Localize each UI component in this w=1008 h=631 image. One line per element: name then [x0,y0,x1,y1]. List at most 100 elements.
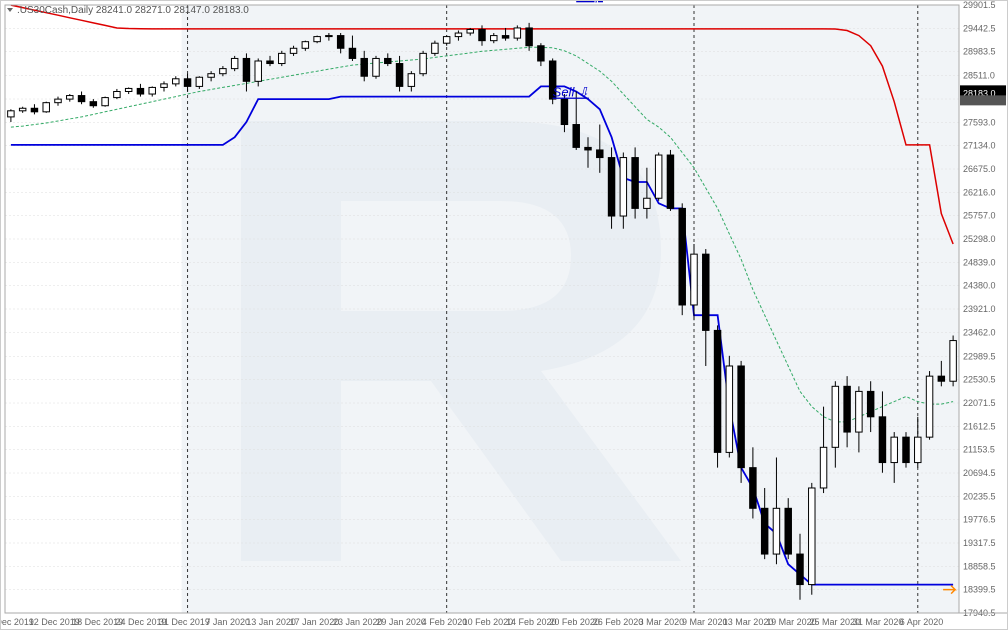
candle-body [726,366,732,452]
candle-body [561,99,567,124]
candle-body [19,108,25,111]
candle-body [102,98,108,106]
candle-body [349,48,355,58]
candle-body [856,391,862,432]
x-axis-label: 9 Mar 2020 [682,617,728,627]
annotation-text: Stop [576,1,603,3]
candle-body [655,155,661,198]
candle-body [125,88,131,91]
y-axis-label: 19776.5 [963,515,996,525]
candle-body [455,33,461,37]
annotation-text: Sell ⇩ [553,85,589,100]
y-axis-label: 28511.0 [963,71,995,81]
x-axis-label: 13 Jan 2020 [246,617,296,627]
candle-body [915,437,921,462]
x-axis-label: 17 Jan 2020 [290,617,340,627]
candle-body [750,468,756,509]
candle-body [408,74,414,87]
candle-body [738,366,744,468]
candle-body [938,376,944,381]
candle-body [361,58,367,76]
y-axis-label: 25298.0 [963,234,996,244]
y-axis-label: 29442.5 [963,23,996,33]
candle-body [208,74,214,78]
y-axis-label: 23462.0 [963,327,996,337]
candle-body [491,36,497,41]
candle-body [196,77,202,86]
y-axis-label: 27593.0 [963,117,996,127]
candle-body [573,125,579,148]
candle-body [184,79,190,87]
x-axis-label: 3 Mar 2020 [639,617,685,627]
candle-body [67,96,73,100]
candle-body [903,437,909,462]
y-axis-label: 24839.0 [963,257,996,267]
candle-body [820,447,826,488]
candle-body [31,108,37,112]
candle-body [526,28,532,46]
candle-body [290,48,296,53]
candle-body [832,386,838,447]
candle-body [443,37,449,44]
symbol-dropdown-icon[interactable] [7,8,13,12]
candle-body [337,36,343,49]
candle-body [620,158,626,216]
candle-body [844,386,850,432]
candle-body [231,58,237,68]
candle-body [432,43,438,53]
candle-body [585,147,591,150]
candle-body [373,58,379,76]
candle-body [785,508,791,554]
y-axis-label: 21612.5 [963,421,996,431]
y-axis-label: 23921.0 [963,304,996,314]
candle-body [773,508,779,554]
candle-body [43,103,49,112]
candle-body [55,99,61,103]
candle-body [220,69,226,74]
candle-body [479,29,485,40]
chart-svg[interactable]: 29901.529442.528983.528511.028052.027593… [1,1,1008,631]
y-axis-label: 19317.5 [963,538,996,548]
candle-body [597,150,603,158]
candle-body [267,61,273,64]
candle-body [161,84,167,88]
y-axis-label: 21153.5 [963,445,995,455]
y-axis-label: 28983.5 [963,47,996,57]
candle-body [90,102,96,106]
candle-body [314,37,320,42]
candle-body [114,91,120,97]
candle-body [385,58,391,63]
x-axis-label: 23 Jan 2020 [333,617,383,627]
x-axis-label: 31 Dec 2019 [159,617,210,627]
y-axis-label: 22530.5 [963,375,996,385]
price-badge-sub [960,95,1006,105]
candle-body [797,554,803,584]
x-axis-label: 26 Feb 2020 [593,617,644,627]
candle-body [679,208,685,305]
candle-body [926,376,932,437]
candle-body [396,64,402,87]
candle-body [173,79,179,84]
y-axis-label: 22071.5 [963,398,996,408]
candle-body [255,61,261,81]
candle-body [302,42,308,49]
chart-title: .US30Cash,Daily 28241.0 28271.0 28147.0 … [17,5,249,16]
y-axis-label: 22989.5 [963,351,996,361]
y-axis-label: 20235.5 [963,491,996,501]
candle-body [879,417,885,463]
y-axis-label: 20694.5 [963,468,996,478]
candle-body [8,111,14,117]
candle-body [891,437,897,462]
candle-body [809,488,815,585]
candle-body [691,254,697,305]
candle-body [608,158,614,216]
candle-body [514,28,520,38]
candle-body [243,58,249,81]
candle-body [137,88,143,94]
candle-body [420,53,426,73]
candle-body [149,87,155,94]
y-axis-label: 24380.0 [963,281,996,291]
candle-body [644,198,650,208]
x-axis-label: 31 Mar 2020 [853,617,904,627]
y-axis-label: 25757.0 [963,211,996,221]
